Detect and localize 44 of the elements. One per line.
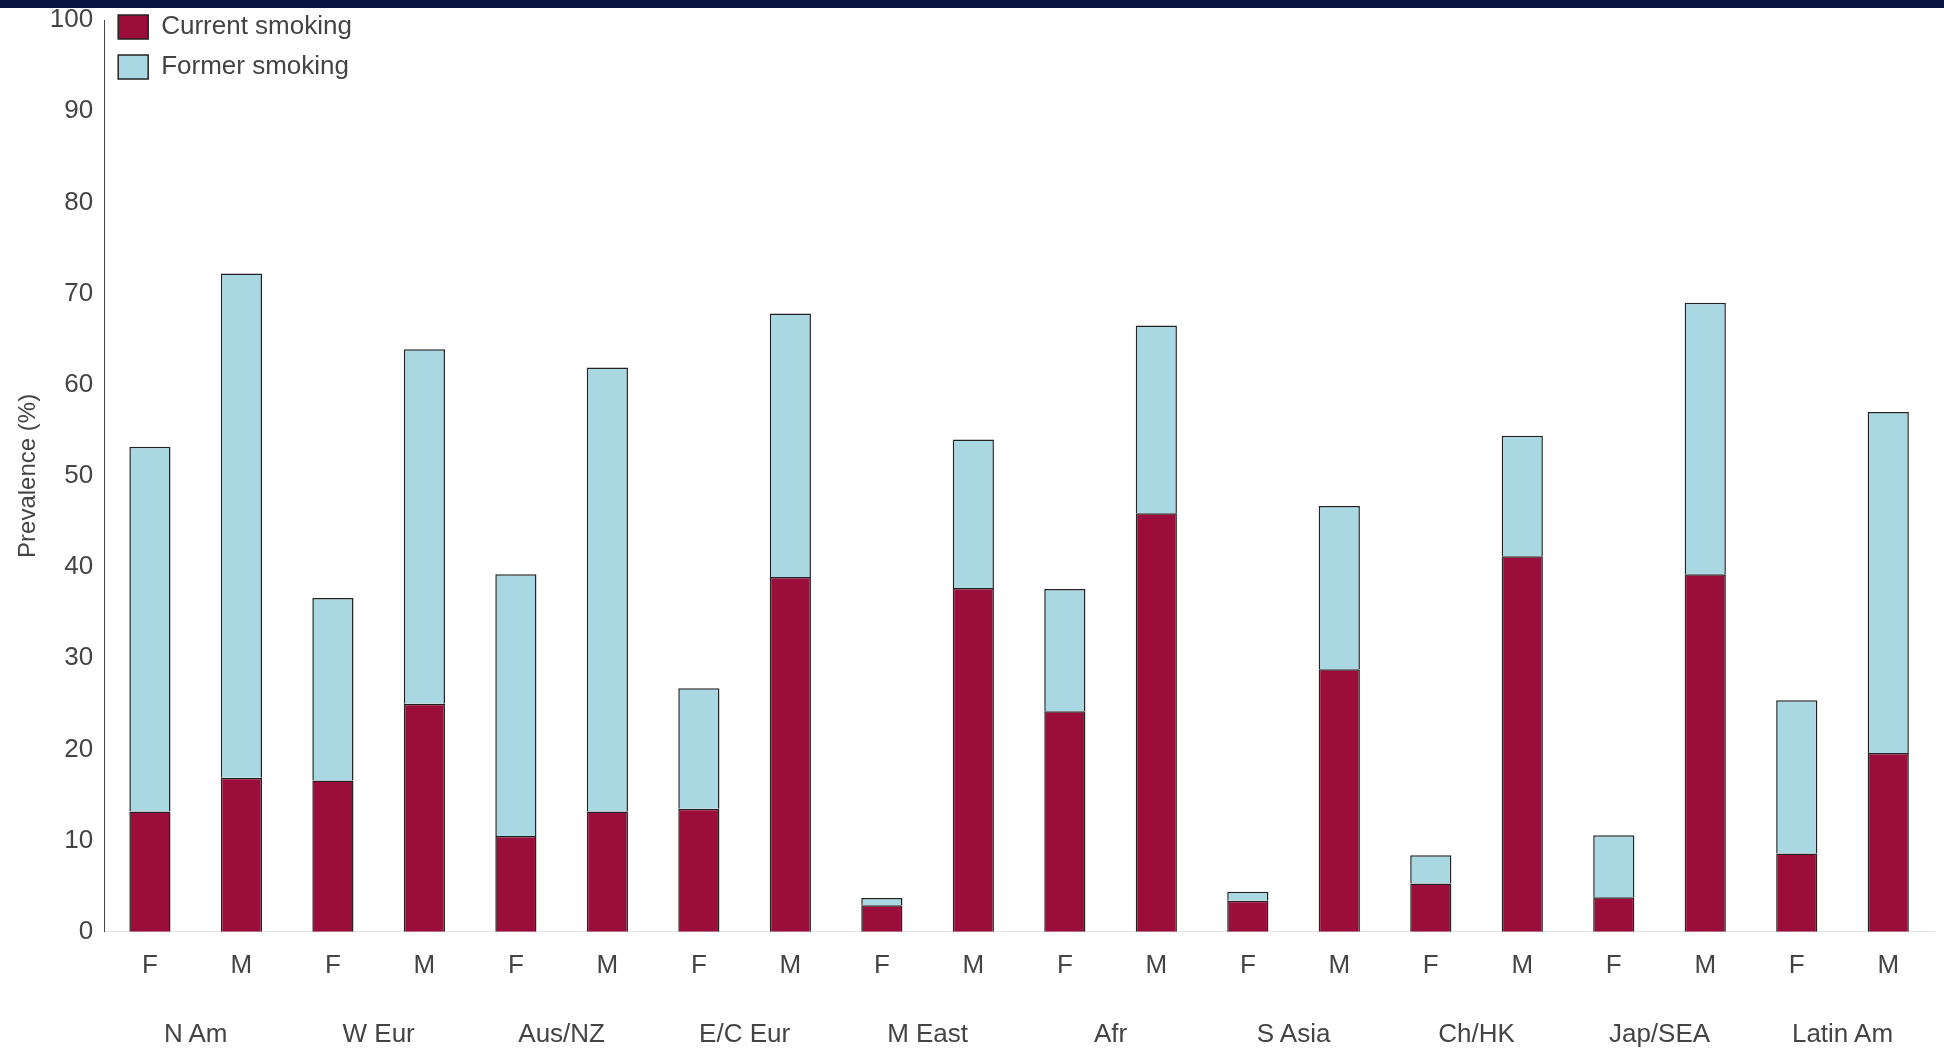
x-tick-label: M — [1328, 948, 1351, 979]
x-tick-label: F — [1605, 948, 1622, 979]
x-tick-label: F — [507, 948, 524, 979]
text: Aus/NZ — [518, 1017, 606, 1048]
y-tick-label: 0 — [78, 914, 94, 945]
y-tick-label: 100 — [49, 3, 94, 34]
x-tick-label: F — [1788, 948, 1805, 979]
y-tick-label: 30 — [64, 641, 94, 672]
x-tick-label: M — [230, 948, 253, 979]
x-tick-label: F — [1239, 948, 1256, 979]
x-tick-label: M — [779, 948, 802, 979]
text: W Eur — [342, 1017, 416, 1048]
text: N Am — [163, 1017, 228, 1048]
x-tick-label: F — [324, 948, 341, 979]
y-tick-label: 70 — [64, 276, 94, 307]
x-tick-label: M — [1511, 948, 1534, 979]
x-tick-label: F — [873, 948, 890, 979]
x-tick-label: M — [413, 948, 436, 979]
text: Latin Am — [1791, 1017, 1894, 1048]
text: Ch/HK — [1438, 1017, 1516, 1048]
y-tick-label: 60 — [64, 367, 94, 398]
x-tick-label: F — [141, 948, 158, 979]
text: M East — [887, 1017, 969, 1048]
x-tick-label: M — [1694, 948, 1717, 979]
x-tick-label: M — [1877, 948, 1900, 979]
x-tick-label: F — [690, 948, 707, 979]
y-tick-label: 90 — [64, 94, 94, 125]
text: Afr — [1093, 1017, 1128, 1048]
text: E/C Eur — [699, 1017, 791, 1048]
legend-label: Current smoking — [161, 10, 352, 41]
y-tick-label: 50 — [64, 459, 94, 490]
y-tick-label: 40 — [64, 550, 94, 581]
x-tick-label: F — [1422, 948, 1439, 979]
legend-label: Former smoking — [161, 50, 350, 81]
text: S Asia — [1256, 1017, 1331, 1048]
y-tick-label: 80 — [64, 185, 94, 216]
x-tick-label: F — [1056, 948, 1073, 979]
x-tick-label: M — [962, 948, 985, 979]
x-tick-label: M — [1145, 948, 1168, 979]
y-tick-label: 10 — [64, 823, 94, 854]
y-axis-title: Prevalence (%) — [13, 393, 41, 558]
y-tick-label: 20 — [64, 732, 94, 763]
x-tick-label: M — [596, 948, 619, 979]
text: Jap/SEA — [1608, 1017, 1711, 1048]
